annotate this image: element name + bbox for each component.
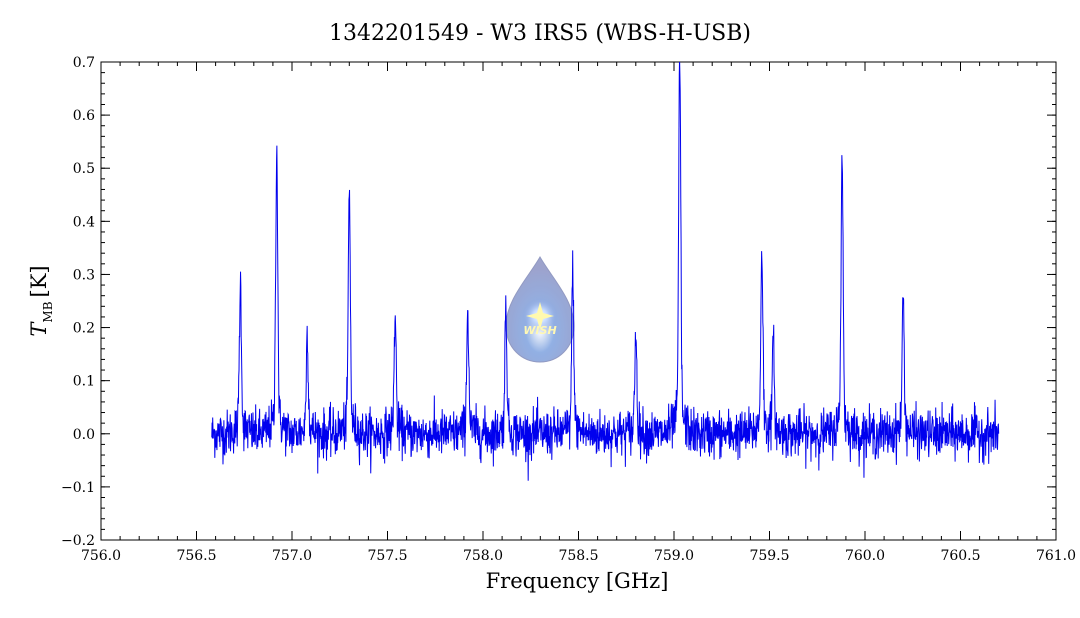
y-tick-label: 0.2 xyxy=(73,321,95,337)
y-axis-label: TMB [K] xyxy=(27,265,55,336)
y-axis: −0.2 −0.1 0.0 0.1 0.2 0.3 0.4 0.5 0.6 0.7 xyxy=(61,55,1056,549)
x-tick-label: 760.0 xyxy=(845,548,885,564)
svg-text:TMB[K]: TMB [K] xyxy=(27,265,55,336)
y-axis-label-subscript: MB xyxy=(41,301,55,322)
plot-area: 756.0 756.5 757.0 757.5 758.0 758.5 759.0 759.5… xyxy=(61,55,1076,564)
x-tick-label: 758.0 xyxy=(463,548,503,564)
y-tick-label: 0.0 xyxy=(73,427,95,443)
x-tick-label: 760.5 xyxy=(940,548,980,564)
x-tick-label: 758.5 xyxy=(558,548,598,564)
y-tick-label: 0.3 xyxy=(73,267,95,283)
y-axis-label-symbol: T xyxy=(27,321,51,337)
y-tick-label: 0.1 xyxy=(73,374,95,390)
y-tick-label: 0.7 xyxy=(73,55,95,71)
x-axis-label: Frequency [GHz] xyxy=(486,569,669,593)
plot-frame xyxy=(100,61,1057,541)
x-tick-label: 756.0 xyxy=(81,548,121,564)
x-tick-label: 757.0 xyxy=(272,548,312,564)
y-axis-label-unit: [K] xyxy=(27,265,51,297)
x-axis: 756.0 756.5 757.0 757.5 758.0 758.5 759.0 759.5… xyxy=(81,62,1076,564)
y-tick-label: 0.5 xyxy=(73,161,95,177)
wish-logo: WISH xyxy=(505,255,575,363)
spectrum-series-line xyxy=(211,62,1000,481)
chart-title: 1342201549 - W3 IRS5 (WBS-H-USB) xyxy=(329,21,751,46)
logo-text: WISH xyxy=(523,324,556,337)
y-tick-label: 0.4 xyxy=(73,214,95,230)
x-tick-label: 761.0 xyxy=(1036,548,1076,564)
x-tick-label: 757.5 xyxy=(367,548,407,564)
x-tick-label: 759.0 xyxy=(654,548,694,564)
y-tick-label: −0.2 xyxy=(61,533,95,549)
x-tick-label: 756.5 xyxy=(176,548,216,564)
y-tick-label: 0.6 xyxy=(73,108,95,124)
star-icon xyxy=(526,302,554,330)
x-tick-label: 759.5 xyxy=(749,548,789,564)
y-tick-label: −0.1 xyxy=(61,480,95,496)
